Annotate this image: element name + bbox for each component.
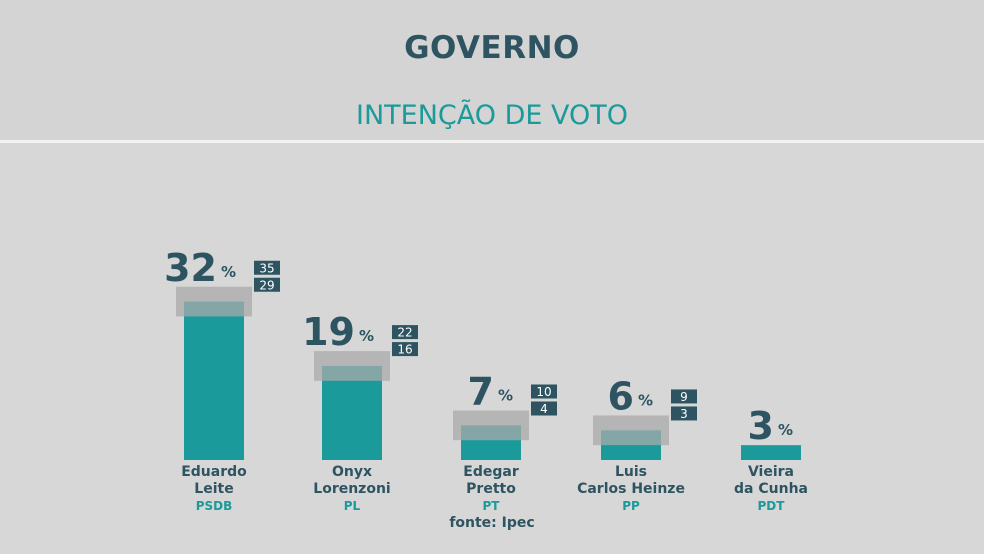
range-high-label: 35 [259,261,274,275]
error-band [453,410,529,441]
chart-subtitle: INTENÇÃO DE VOTO [355,100,629,131]
range-high-box [531,384,557,399]
range-high-box [671,389,697,404]
percent-sign: % [359,327,374,345]
range-high-box [392,325,418,340]
header-divider [0,140,984,143]
category-label: Onyx [332,464,372,480]
category-label: Vieira [748,464,794,480]
range-high-box [254,260,280,275]
range-high-label: 22 [397,326,412,340]
category-label: Eduardo [181,464,247,480]
percent-sign: % [638,391,653,409]
category-label: Lorenzoni [313,481,390,497]
category-label: Luis [615,464,647,480]
percent-sign: % [778,421,793,439]
percent-sign: % [498,387,513,405]
range-low-box [531,401,557,416]
category-label: Leite [194,481,233,497]
value-label: 3 [748,404,774,448]
party-label: PP [622,499,640,513]
source-note: fonte: Ipec [449,515,535,531]
value-label: 7 [468,370,494,414]
party-label: PL [344,499,361,513]
bar [184,301,244,460]
page-title: GOVERNO [404,30,580,66]
range-low-label: 4 [540,402,548,416]
range-low-box [392,342,418,357]
party-label: PDT [758,499,786,513]
category-label: da Cunha [734,481,808,497]
value-label: 19 [302,310,355,354]
percent-sign: % [221,263,236,281]
category-label: Carlos Heinze [577,481,685,497]
range-high-label: 10 [536,385,551,399]
error-band [314,351,390,381]
party-label: PSDB [196,499,233,513]
range-low-label: 29 [259,278,274,292]
value-label: 6 [608,374,634,418]
error-band [593,415,669,446]
range-low-box [254,277,280,292]
value-label: 32 [164,246,217,290]
range-low-label: 3 [680,407,688,421]
range-high-label: 9 [680,390,688,404]
range-low-box [671,406,697,421]
category-label: Edegar [463,464,519,480]
range-low-label: 16 [397,343,412,357]
header-background [0,0,984,140]
error-band [176,286,252,317]
bar [741,445,801,460]
party-label: PT [483,499,501,513]
bar [322,365,382,460]
category-label: Pretto [466,481,516,497]
